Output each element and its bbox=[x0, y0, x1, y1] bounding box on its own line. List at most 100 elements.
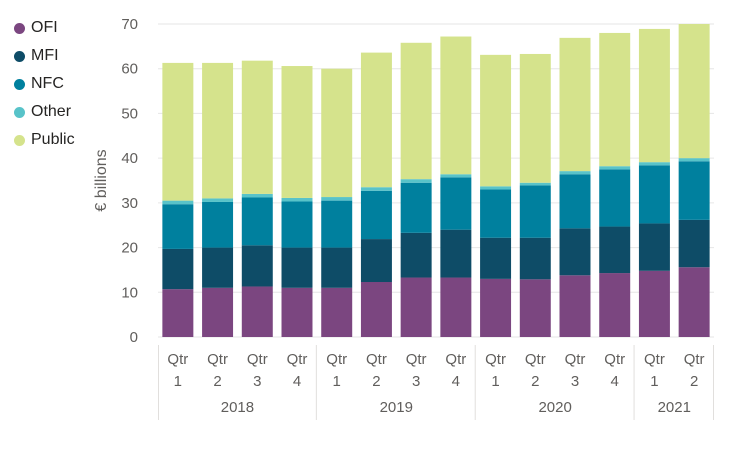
bar-segment-other bbox=[400, 179, 432, 183]
bar-segment-ofi bbox=[400, 277, 432, 337]
bar-segment-ofi bbox=[559, 275, 591, 337]
bar-segment-public bbox=[241, 60, 273, 194]
bar-segment-nfc bbox=[599, 169, 631, 227]
bar-segment-mfi bbox=[559, 228, 591, 276]
y-axis-label: € billions bbox=[93, 149, 110, 211]
x-tick-label: Qtr 1 bbox=[326, 351, 347, 390]
bar-segment-public bbox=[360, 52, 392, 188]
y-tick-label: 20 bbox=[121, 240, 138, 257]
bar-segment-mfi bbox=[202, 247, 234, 288]
bar-segment-nfc bbox=[638, 165, 670, 224]
bar-segment-mfi bbox=[678, 219, 710, 268]
bars bbox=[162, 24, 710, 337]
bar-segment-nfc bbox=[360, 190, 392, 240]
legend-marker bbox=[14, 78, 25, 90]
bar-segment-mfi bbox=[241, 245, 273, 287]
x-tick-label: Qtr 2 bbox=[684, 351, 705, 390]
x-tick-label: Qtr 4 bbox=[445, 351, 466, 390]
bar-segment-nfc bbox=[241, 197, 273, 246]
y-tick-label: 0 bbox=[130, 329, 138, 346]
bar-segment-mfi bbox=[519, 237, 551, 280]
bar-segment-nfc bbox=[440, 177, 472, 230]
bar-segment-public bbox=[480, 54, 512, 187]
y-tick-label: 60 bbox=[121, 61, 138, 78]
bar-segment-ofi bbox=[241, 286, 273, 337]
bar-segment-other bbox=[241, 193, 273, 198]
bar-segment-mfi bbox=[400, 232, 432, 278]
bar-segment-ofi bbox=[678, 267, 710, 337]
bar-segment-mfi bbox=[321, 247, 353, 288]
x-tick-label: Qtr 1 bbox=[485, 351, 506, 390]
bar-segment-public bbox=[400, 42, 432, 180]
bar-segment-other bbox=[599, 166, 631, 170]
bar-segment-nfc bbox=[559, 174, 591, 229]
bar-segment-other bbox=[559, 171, 591, 175]
x-tick-label: Qtr 3 bbox=[406, 351, 427, 390]
y-tick-label: 10 bbox=[121, 284, 138, 301]
bar-segment-public bbox=[519, 53, 551, 183]
bar-segment-mfi bbox=[281, 247, 313, 288]
bar-segment-other bbox=[480, 186, 512, 190]
bar-segment-ofi bbox=[440, 277, 472, 337]
bar-segment-other bbox=[360, 187, 392, 191]
x-tick-label: Qtr 4 bbox=[604, 351, 625, 390]
bar-segment-nfc bbox=[480, 189, 512, 238]
bar-segment-mfi bbox=[599, 226, 631, 274]
x-tick-label: Qtr 2 bbox=[525, 351, 546, 390]
legend-marker bbox=[14, 134, 25, 146]
legend-item-nfc[interactable]: NFC bbox=[14, 70, 75, 98]
y-tick-label: 40 bbox=[121, 150, 138, 167]
bar-segment-other bbox=[519, 182, 551, 186]
bar-segment-public bbox=[202, 62, 234, 199]
x-tick-label: Qtr 2 bbox=[207, 351, 228, 390]
bar-segment-nfc bbox=[162, 204, 194, 249]
x-year-label: 2021 bbox=[658, 399, 691, 416]
bar-segment-ofi bbox=[638, 270, 670, 337]
bar-segment-public bbox=[440, 36, 472, 175]
bar-segment-other bbox=[321, 197, 353, 201]
y-axis-ticks: 0 10 20 30 40 50 60 70 bbox=[121, 16, 138, 346]
bar-segment-nfc bbox=[321, 200, 353, 248]
bar-segment-ofi bbox=[162, 289, 194, 337]
legend-item-public[interactable]: Public bbox=[14, 126, 75, 154]
bar-segment-other bbox=[162, 200, 194, 205]
bar-segment-public bbox=[281, 66, 313, 198]
x-tick-label: Qtr 2 bbox=[366, 351, 387, 390]
bar-segment-mfi bbox=[162, 248, 194, 290]
bar-segment-nfc bbox=[519, 185, 551, 238]
bar-segment-nfc bbox=[281, 201, 313, 248]
legend-marker bbox=[14, 22, 25, 34]
legend-label: NFC bbox=[31, 75, 64, 92]
bar-segment-mfi bbox=[440, 229, 472, 278]
legend-item-other[interactable]: Other bbox=[14, 98, 75, 126]
y-tick-label: 50 bbox=[121, 105, 138, 122]
x-year-label: 2018 bbox=[221, 399, 254, 416]
bar-segment-ofi bbox=[519, 279, 551, 337]
legend-label: Other bbox=[31, 103, 72, 120]
bar-segment-other bbox=[281, 197, 313, 202]
bar-segment-mfi bbox=[360, 239, 392, 283]
y-tick-label: 30 bbox=[121, 195, 138, 212]
bar-segment-nfc bbox=[400, 182, 432, 233]
legend-item-mfi[interactable]: MFI bbox=[14, 42, 75, 70]
legend: OFI MFI NFC Other Public bbox=[14, 14, 75, 154]
bar-segment-nfc bbox=[678, 161, 710, 220]
bar-segment-public bbox=[678, 24, 710, 159]
bar-segment-other bbox=[678, 158, 710, 162]
bar-segment-public bbox=[599, 32, 631, 167]
legend-item-ofi[interactable]: OFI bbox=[14, 14, 75, 42]
x-tick-label: Qtr 1 bbox=[644, 351, 665, 390]
x-tick-label: Qtr 3 bbox=[247, 351, 268, 390]
x-tick-label: Qtr 1 bbox=[167, 351, 188, 390]
y-tick-label: 70 bbox=[121, 16, 138, 33]
x-year-label: 2020 bbox=[538, 399, 571, 416]
bar-segment-ofi bbox=[360, 282, 392, 337]
legend-label: Public bbox=[31, 131, 75, 148]
bar-segment-ofi bbox=[599, 273, 631, 337]
bar-segment-public bbox=[321, 68, 353, 198]
x-axis: Qtr 1 Qtr 2 Qtr 3 Qtr 4 Qtr 1 Qtr 2 Qtr 3 Qtr 4 Qtr 1 Qtr 2… bbox=[158, 345, 714, 420]
bar-segment-mfi bbox=[638, 223, 670, 271]
bar-segment-nfc bbox=[202, 201, 234, 248]
x-tick-label: Qtr 4 bbox=[287, 351, 308, 390]
